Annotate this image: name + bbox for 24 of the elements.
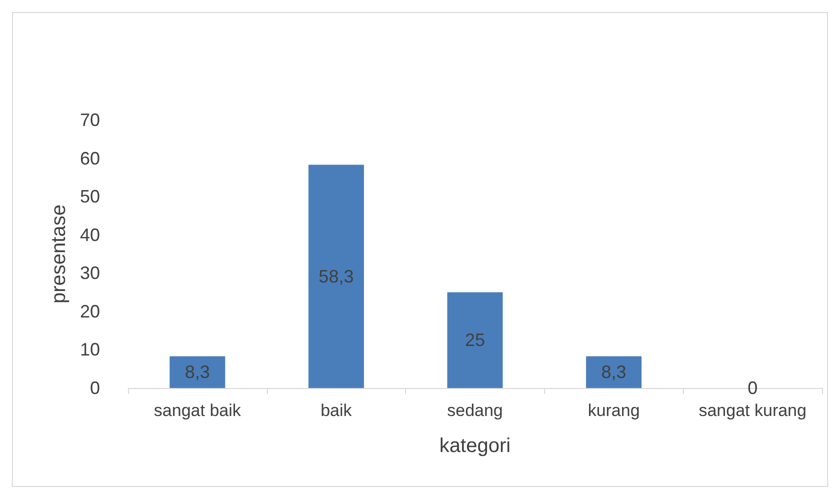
x-tick-label: sangat kurang bbox=[698, 401, 806, 420]
y-tick-label: 50 bbox=[80, 186, 100, 207]
y-axis-title: presentase bbox=[48, 204, 70, 304]
y-tick-label: 70 bbox=[80, 110, 100, 130]
x-tick-label: sangat baik bbox=[154, 401, 242, 420]
y-tick-label: 40 bbox=[80, 224, 100, 245]
y-tick-label: 20 bbox=[80, 301, 100, 322]
x-tick-label: baik bbox=[320, 401, 352, 420]
bar bbox=[586, 356, 642, 388]
x-tick-label: kurang bbox=[588, 401, 640, 420]
y-tick-label: 30 bbox=[80, 263, 100, 284]
x-axis-title: kategori bbox=[439, 435, 511, 457]
data-label: 25 bbox=[464, 330, 486, 350]
data-label: 58,3 bbox=[318, 266, 354, 286]
bar bbox=[308, 164, 364, 388]
data-label: 8,3 bbox=[601, 362, 626, 382]
bar bbox=[170, 356, 226, 388]
y-tick-label: 10 bbox=[80, 340, 100, 360]
bar bbox=[447, 292, 503, 388]
x-tick-label: sedang bbox=[447, 401, 503, 420]
y-tick-label: 0 bbox=[90, 378, 100, 398]
data-label: 0 bbox=[748, 378, 758, 398]
data-label: 8,3 bbox=[184, 362, 210, 382]
y-tick-label: 60 bbox=[80, 148, 100, 168]
